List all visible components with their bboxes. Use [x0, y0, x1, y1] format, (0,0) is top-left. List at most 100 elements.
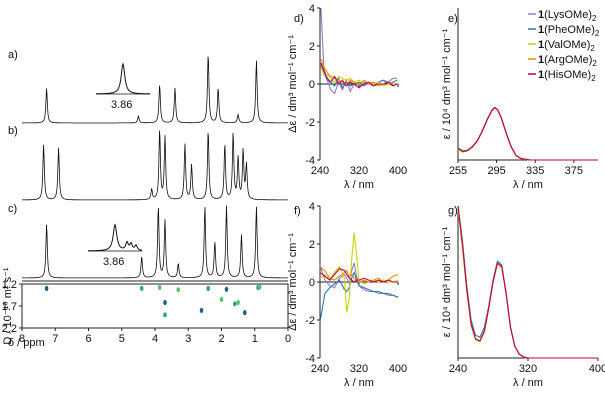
- d-y-tick-label: -4: [305, 155, 315, 167]
- uv-plot-e: 255 295 335 375 λ / nm ε / 10⁴ dm³ mol⁻¹ cm⁻¹…: [441, 8, 600, 191]
- f-y-tick-label: -2: [305, 315, 315, 327]
- g-series-hisome: [457, 205, 598, 359]
- dosy-x-tick-label: 5: [119, 333, 125, 345]
- dosy-point: [199, 307, 204, 313]
- g-x-tick-label: 240: [449, 363, 467, 375]
- f-y-tick-label: 4: [309, 201, 315, 213]
- cd-plot-d: -4 -2 0 2 4 240 320 400 λ / nm Δε / dm³ mol⁻¹ cm⁻…: [287, 3, 407, 191]
- inset-a-label: 3.86: [111, 99, 132, 111]
- d-x-tick-label: 400: [389, 165, 407, 177]
- nmr-stack: [22, 56, 288, 282]
- dosy-point: [206, 285, 210, 291]
- e-x-tick-label: 375: [565, 165, 583, 177]
- legend-entry-hisome: 1(HisOMe)2: [538, 69, 596, 83]
- dosy-x-tick-label: 1: [252, 333, 258, 345]
- e-series-pheome: [457, 106, 598, 161]
- e-x-label: λ / nm: [513, 179, 543, 191]
- panel-label-e: e): [448, 13, 458, 25]
- panel-label-a: a): [8, 49, 18, 61]
- f-series-valome: [319, 232, 399, 313]
- nmr-trace-b: [22, 130, 288, 201]
- e-series-valome: [457, 107, 598, 161]
- dosy-x-tick-label: 7: [52, 333, 58, 345]
- d-x-tick-label: 320: [350, 165, 368, 177]
- panel-label-c: c): [8, 203, 17, 215]
- dosy-point: [176, 287, 181, 293]
- dosy-point: [233, 301, 237, 307]
- panel-label-g: g): [448, 205, 458, 217]
- panel-label-d: d): [294, 13, 304, 25]
- dosy-point: [224, 286, 229, 292]
- dosy-point: [44, 285, 49, 291]
- nmr-trace-c: [22, 205, 288, 279]
- panel-label-f: f): [294, 205, 301, 217]
- e-series-argome: [457, 106, 598, 161]
- nmr-trace-a: [22, 56, 288, 124]
- dosy-point: [236, 299, 240, 306]
- d-y-tick-label: -2: [305, 117, 315, 129]
- inset-c: 3.86: [88, 223, 143, 268]
- f-series-hisome: [319, 268, 398, 283]
- dosy-x-tick-label: 8: [19, 333, 25, 345]
- f-x-label: λ / nm: [344, 377, 374, 389]
- cd-plot-f: -4 -2 0 2 4 240 320 400 λ / nm Δε / dm³ mol⁻¹ cm⁻…: [287, 201, 407, 389]
- dosy-x-tick-label: 0: [285, 333, 291, 345]
- g-series-valome: [457, 209, 598, 359]
- e-series-hisome: [457, 106, 598, 161]
- f-y-tick-label: 0: [309, 277, 315, 289]
- legend-entry-argome: 1(ArgOMe)2: [538, 54, 597, 68]
- g-series-pheome: [457, 205, 598, 359]
- dosy-point: [139, 285, 144, 291]
- d-y-tick-label: 4: [309, 3, 315, 15]
- d-y-tick-label: 0: [309, 79, 315, 91]
- g-series-lysome: [457, 205, 598, 359]
- dosy-x-label: δ / ppm: [8, 337, 45, 349]
- legend-entry-pheome: 1(PheOMe)2: [538, 24, 600, 38]
- f-series-pheome: [319, 270, 399, 322]
- f-y-label: Δε / dm³ mol⁻¹ cm⁻¹: [287, 233, 299, 331]
- d-x-tick-label: 240: [311, 165, 329, 177]
- g-series-argome: [457, 205, 598, 359]
- f-x-tick-label: 320: [350, 363, 368, 375]
- g-x-tick-label: 320: [519, 363, 537, 375]
- e-x-tick-label: 255: [449, 165, 467, 177]
- g-x-label: λ / nm: [513, 377, 543, 389]
- dosy-point: [163, 299, 167, 306]
- f-y-tick-label: 2: [309, 239, 315, 251]
- inset-a-trace: [96, 62, 150, 95]
- dosy-point: [257, 284, 262, 290]
- dosy-y-tick-label: 2.2: [2, 323, 17, 335]
- dosy-x-tick-label: 3: [185, 333, 191, 345]
- dosy-x-tick-label: 4: [152, 333, 158, 345]
- d-y-tick-label: 2: [309, 41, 315, 53]
- dosy-frame: [21, 283, 289, 329]
- d-series-hisome: [320, 62, 398, 89]
- d-x-label: λ / nm: [344, 179, 374, 191]
- dosy-y-tick-label: 1.2: [2, 279, 17, 291]
- e-x-tick-label: 295: [487, 165, 505, 177]
- g-y-label: ε / 10⁴ dm³ mol⁻¹ cm⁻¹: [441, 226, 453, 337]
- f-y-tick-label: -4: [305, 353, 315, 365]
- panel-label-b: b): [8, 125, 18, 137]
- dosy-x-tick-label: 2: [218, 333, 224, 345]
- uv-plot-g: 240 320 400 λ / nm ε / 10⁴ dm³ mol⁻¹ cm⁻¹: [441, 205, 605, 389]
- dosy-y-label: D / 10⁻¹⁰ m² s⁻¹: [2, 267, 14, 344]
- d-y-label: Δε / dm³ mol⁻¹ cm⁻¹: [287, 35, 299, 133]
- legend-entry-valome: 1(ValOMe)2: [538, 39, 595, 53]
- dosy-point: [219, 296, 224, 302]
- inset-c-trace: [88, 223, 143, 252]
- inset-c-label: 3.86: [103, 256, 124, 268]
- legend-entry-lysome: 1(LysOMe)2: [538, 9, 597, 23]
- f-x-tick-label: 400: [389, 363, 407, 375]
- f-x-tick-label: 240: [311, 363, 329, 375]
- g-x-tick-label: 400: [589, 363, 605, 375]
- dosy-point: [163, 312, 167, 318]
- e-x-tick-label: 335: [526, 165, 544, 177]
- dosy-point: [157, 284, 162, 291]
- dosy-y-tick-label: 1.7: [2, 301, 17, 313]
- dosy-x-tick-label: 6: [85, 333, 91, 345]
- e-y-label: ε / 10⁴ dm³ mol⁻¹ cm⁻¹: [441, 28, 453, 139]
- dosy-point: [242, 310, 247, 316]
